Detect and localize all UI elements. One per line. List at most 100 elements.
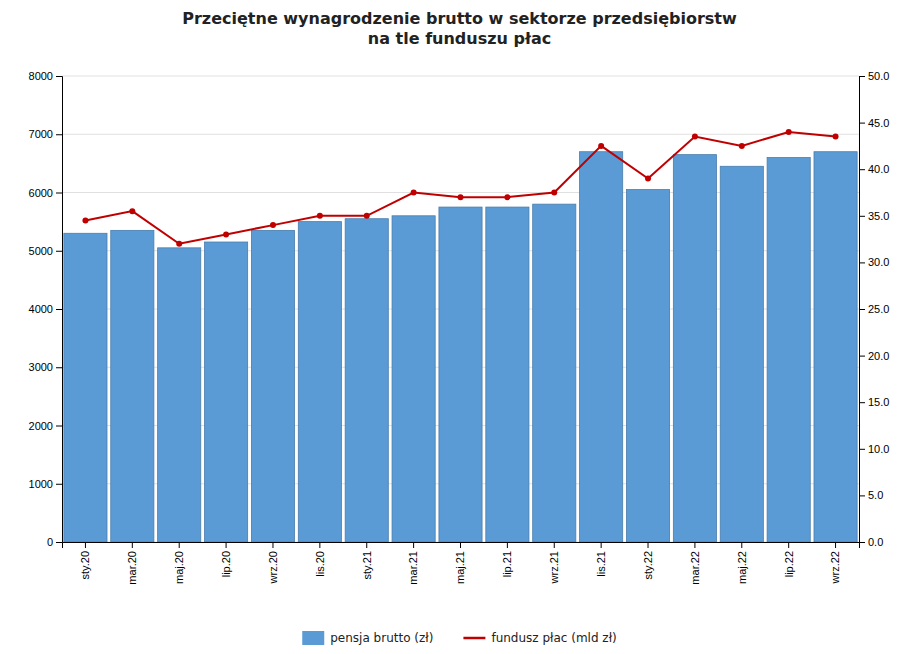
- tick-label: sty.21: [361, 551, 373, 580]
- tick: wrz.20: [267, 542, 279, 584]
- bar: [673, 155, 716, 542]
- title-line: Przeciętne wynagrodzenie brutto w sektor…: [182, 9, 737, 28]
- tick: 6000: [29, 187, 62, 199]
- tick: sty.20: [79, 542, 91, 580]
- marker: [692, 134, 698, 140]
- marker: [458, 194, 464, 200]
- line-series: [82, 129, 838, 247]
- bar-series: [64, 152, 857, 542]
- tick-label: 10.0: [868, 443, 889, 455]
- tick-label: 25.0: [868, 303, 889, 315]
- tick-label: 0.0: [868, 536, 883, 548]
- tick-mark: [859, 169, 865, 170]
- tick: 30.0: [859, 256, 889, 268]
- tick-label: lis.20: [314, 551, 326, 577]
- tick-mark: [56, 367, 62, 368]
- bar: [251, 230, 294, 542]
- tick-mark: [859, 356, 865, 357]
- tick-label: mar.20: [126, 551, 138, 585]
- tick-label: 20.0: [868, 350, 889, 362]
- legend-item: pensja brutto (zł): [302, 631, 433, 645]
- marker: [270, 222, 276, 228]
- legend-item: fundusz płac (mld zł): [463, 631, 616, 645]
- legend-label: fundusz płac (mld zł): [491, 631, 616, 645]
- marker: [504, 194, 510, 200]
- tick-label: 0: [47, 536, 53, 548]
- tick-mark: [648, 542, 649, 548]
- tick-label: 35.0: [868, 210, 889, 222]
- marker: [739, 143, 745, 149]
- tick-mark: [788, 542, 789, 548]
- tick-mark: [859, 542, 865, 543]
- bar: [439, 207, 482, 542]
- tick: 20.0: [859, 350, 889, 362]
- marker: [833, 134, 839, 140]
- tick-label: 6000: [29, 187, 53, 199]
- legend-swatch: [463, 637, 485, 640]
- tick-label: wrz.22: [829, 551, 841, 584]
- tick-label: sty.20: [79, 551, 91, 580]
- tick-label: maj.21: [454, 551, 466, 584]
- bar: [626, 190, 669, 542]
- tick-mark: [56, 134, 62, 135]
- tick-mark: [859, 495, 865, 496]
- bar: [158, 248, 201, 542]
- tick-mark: [601, 542, 602, 548]
- marker: [411, 190, 417, 196]
- tick: 45.0: [859, 117, 889, 129]
- y2-axis: 0.05.010.015.020.025.030.035.040.045.050…: [859, 70, 889, 548]
- tick-mark: [56, 309, 62, 310]
- tick-label: 50.0: [868, 70, 889, 82]
- line: [85, 132, 835, 244]
- bar: [345, 219, 388, 542]
- tick: lip.20: [220, 542, 232, 577]
- tick-label: 2000: [29, 420, 53, 432]
- tick: lip.21: [501, 542, 513, 577]
- title-line: na tle funduszu płac: [368, 29, 551, 48]
- tick: wrz.21: [548, 542, 560, 584]
- tick: lis.20: [314, 542, 326, 577]
- tick-mark: [554, 542, 555, 548]
- tick-mark: [132, 542, 133, 548]
- tick-label: sty.22: [642, 551, 654, 580]
- tick-mark: [413, 542, 414, 548]
- marker: [82, 217, 88, 223]
- bar: [533, 204, 576, 542]
- tick-mark: [56, 484, 62, 485]
- tick: maj.20: [173, 542, 185, 584]
- marker: [645, 176, 651, 182]
- chart: Przeciętne wynagrodzenie brutto w sektor…: [0, 0, 919, 654]
- tick-label: 30.0: [868, 256, 889, 268]
- legend-label: pensja brutto (zł): [330, 631, 433, 645]
- marks: [64, 129, 857, 542]
- tick-mark: [859, 76, 865, 77]
- marker: [786, 129, 792, 135]
- marker: [223, 231, 229, 237]
- tick: maj.22: [736, 542, 748, 584]
- legend-swatch: [302, 631, 324, 645]
- bar: [814, 152, 857, 542]
- tick: 7000: [29, 128, 62, 140]
- tick: 0.0: [859, 536, 883, 548]
- tick-label: maj.22: [736, 551, 748, 584]
- marker: [551, 190, 557, 196]
- tick-label: 5.0: [868, 489, 883, 501]
- tick: 8000: [29, 70, 62, 82]
- tick-mark: [859, 449, 865, 450]
- tick: 5.0: [859, 489, 883, 501]
- tick: 5000: [29, 245, 62, 257]
- tick: mar.22: [689, 542, 701, 585]
- tick-mark: [366, 542, 367, 548]
- tick-label: 8000: [29, 70, 53, 82]
- marker: [364, 213, 370, 219]
- bar: [486, 207, 529, 542]
- grid: [62, 76, 859, 542]
- tick-label: wrz.21: [548, 551, 560, 584]
- bar: [720, 166, 763, 542]
- tick-mark: [319, 542, 320, 548]
- tick-mark: [507, 542, 508, 548]
- tick: 2000: [29, 420, 62, 432]
- tick: mar.20: [126, 542, 138, 585]
- tick: lip.22: [783, 542, 795, 577]
- tick-mark: [859, 402, 865, 403]
